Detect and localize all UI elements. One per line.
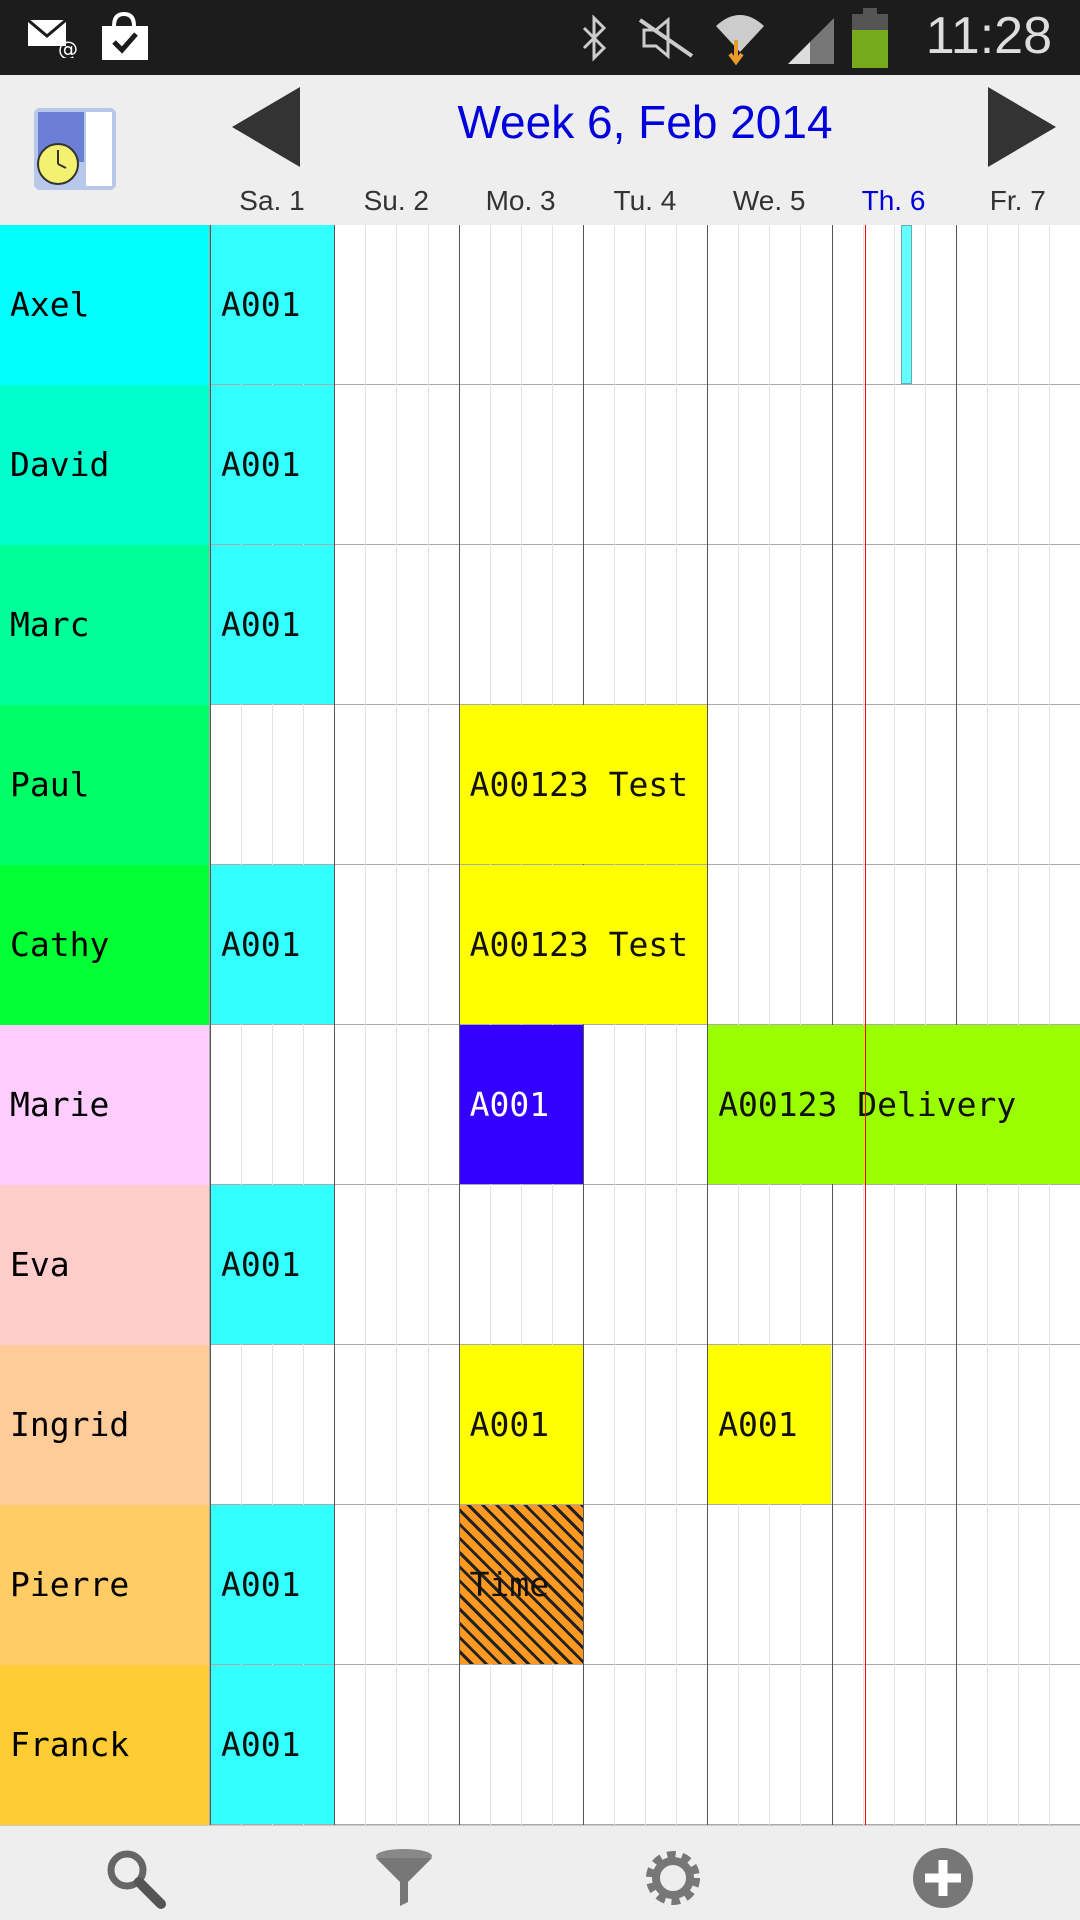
schedule-event[interactable]: A001 [211, 865, 335, 1024]
week-header: Week 6, Feb 2014 Sa. 1 Su. 2 Mo. 3 Tu. 4 We.… [0, 75, 1080, 225]
resource-row: Axel [0, 225, 1080, 385]
resource-name[interactable]: Eva [0, 1185, 210, 1345]
week-title: Week 6, Feb 2014 [457, 96, 833, 148]
filter-icon[interactable] [372, 1846, 436, 1910]
schedule-event[interactable]: A001 [459, 1025, 583, 1184]
resource-name[interactable]: Cathy [0, 865, 210, 1025]
hour-divider [241, 225, 243, 1825]
resource-row: Cathy [0, 865, 1080, 1025]
hour-divider [676, 225, 678, 1825]
resource-row: Eva [0, 1185, 1080, 1345]
resource-name[interactable]: Franck [0, 1665, 210, 1825]
previous-week-button[interactable] [232, 87, 300, 167]
resource-row: Marc [0, 545, 1080, 705]
hour-divider [365, 225, 367, 1825]
status-bar: @ 11:28 [0, 0, 1080, 75]
wifi-icon [716, 15, 764, 66]
hour-divider [303, 225, 305, 1825]
app-logo-icon [34, 108, 116, 190]
svg-text:@: @ [58, 37, 78, 58]
schedule-event[interactable]: A001 [211, 385, 335, 544]
schedule-grid: Axel David Marc Paul Cathy Marie Eva Ingrid Pier… [0, 225, 1080, 1825]
day-divider [458, 225, 460, 1825]
resource-row: Paul [0, 705, 1080, 865]
day-header[interactable]: Tu. 4 [613, 185, 677, 216]
schedule-event[interactable]: A00123 Test [459, 705, 708, 864]
schedule-event[interactable]: A00123 Delivery [708, 1025, 1080, 1184]
day-header[interactable]: Th. 6 [861, 185, 926, 216]
day-header[interactable]: We. 5 [732, 185, 806, 216]
resource-name[interactable]: Marie [0, 1025, 210, 1185]
schedule-event[interactable]: A001 [211, 1505, 335, 1664]
resource-row: David [0, 385, 1080, 545]
day-divider [707, 225, 709, 1825]
day-header[interactable]: Sa. 1 [239, 185, 305, 216]
bottom-toolbar [0, 1825, 1080, 1920]
hour-divider [272, 225, 274, 1825]
next-week-button[interactable] [988, 87, 1056, 167]
search-icon[interactable] [103, 1846, 167, 1910]
schedule-event[interactable] [900, 225, 913, 384]
resource-row: Marie [0, 1025, 1080, 1185]
email-icon: @ [28, 18, 78, 58]
resource-name[interactable]: David [0, 385, 210, 545]
day-divider [210, 225, 211, 1825]
schedule-event[interactable]: Time [459, 1505, 583, 1664]
day-divider [334, 225, 336, 1825]
resource-name[interactable]: Ingrid [0, 1345, 210, 1505]
schedule-event[interactable]: A001 [708, 1345, 832, 1504]
resource-row: Pierre [0, 1505, 1080, 1665]
current-time-marker [865, 225, 867, 1825]
schedule-event[interactable]: A001 [459, 1345, 583, 1504]
signal-icon [788, 18, 834, 64]
resource-name[interactable]: Axel [0, 225, 210, 385]
resource-name[interactable]: Pierre [0, 1505, 210, 1665]
day-header[interactable]: Mo. 3 [485, 185, 556, 216]
resource-name[interactable]: Marc [0, 545, 210, 705]
hour-divider [645, 225, 647, 1825]
day-divider [582, 225, 584, 1825]
resource-row: Ingrid [0, 1345, 1080, 1505]
settings-icon[interactable] [641, 1846, 705, 1910]
day-header[interactable]: Su. 2 [363, 185, 429, 216]
schedule-event[interactable]: A00123 Test [459, 865, 708, 1024]
schedule-event[interactable]: A001 [211, 1185, 335, 1344]
hour-divider [613, 225, 615, 1825]
resource-name[interactable]: Paul [0, 705, 210, 865]
hour-divider [396, 225, 398, 1825]
battery-icon [852, 8, 888, 68]
hour-divider [427, 225, 429, 1825]
day-header[interactable]: Fr. 7 [989, 185, 1046, 216]
add-icon[interactable] [911, 1846, 975, 1910]
clock: 11:28 [925, 7, 1052, 65]
schedule-event[interactable]: A001 [211, 225, 335, 384]
schedule-event[interactable]: A001 [211, 1665, 335, 1824]
store-check-icon [102, 12, 148, 60]
bluetooth-icon [582, 14, 607, 62]
mute-icon [638, 16, 694, 60]
resource-row: Franck [0, 1665, 1080, 1825]
schedule-event[interactable]: A001 [211, 545, 335, 704]
